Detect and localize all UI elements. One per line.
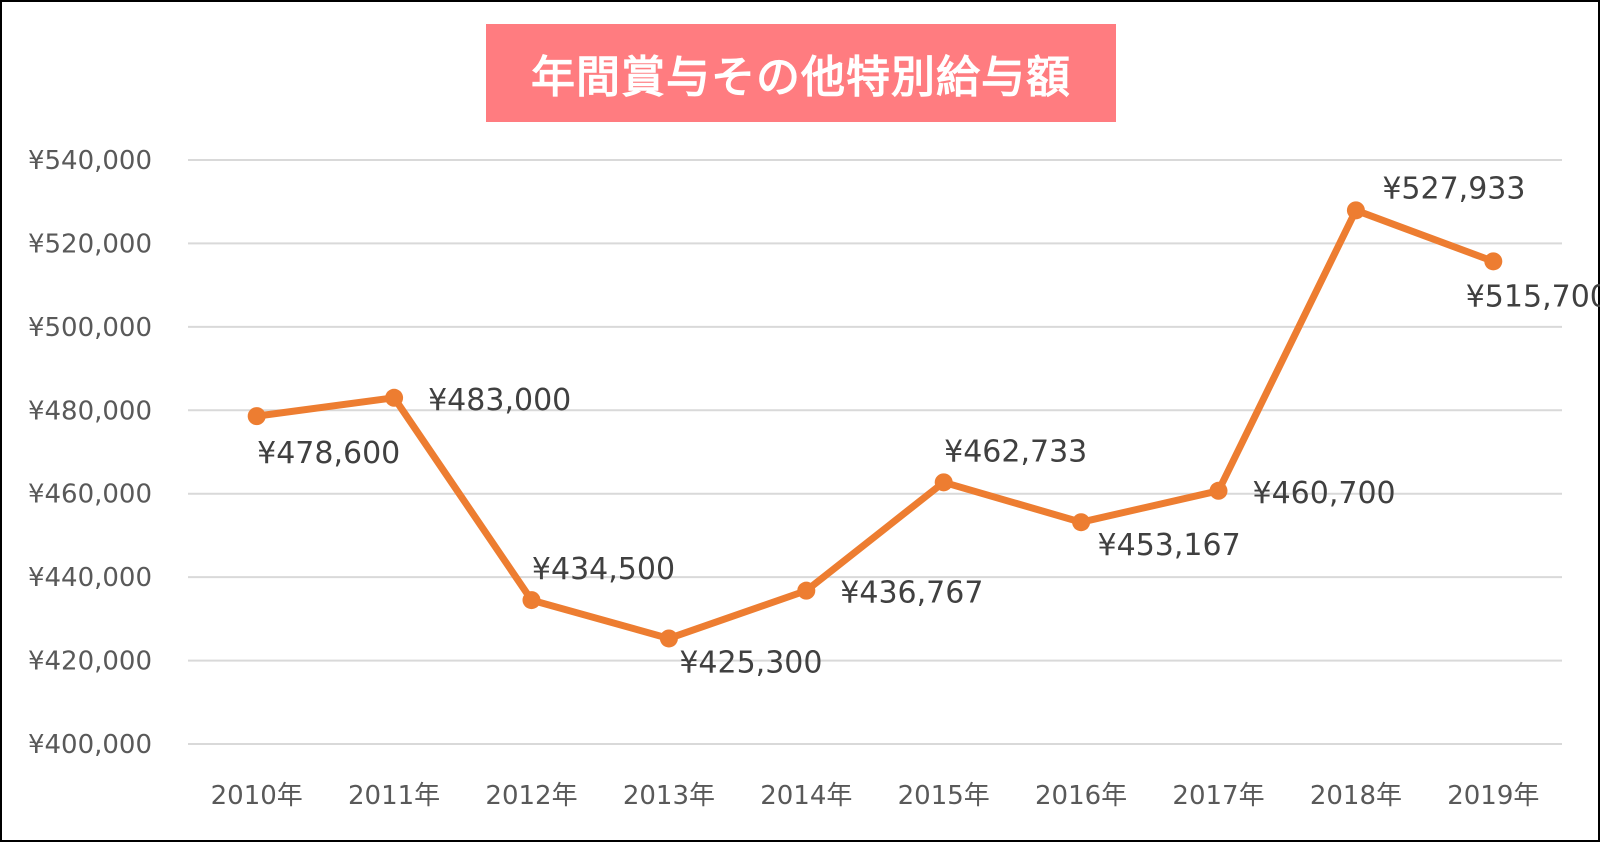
x-tick-label: 2013年 — [623, 781, 715, 811]
y-axis-ticks: ¥400,000 ¥420,000 ¥440,000 ¥460,000 ¥480,000… — [28, 146, 152, 760]
y-tick-label: ¥480,000 — [28, 396, 152, 426]
data-labels: ¥478,600 ¥483,000 ¥434,500 ¥425,300 ¥436,767… — [257, 171, 1600, 680]
x-tick-label: 2014年 — [760, 781, 852, 811]
data-point — [385, 388, 404, 407]
data-point — [934, 473, 953, 492]
data-point — [797, 581, 816, 600]
data-point — [1346, 201, 1365, 220]
data-label: ¥453,167 — [1098, 528, 1241, 563]
data-label: ¥483,000 — [428, 383, 571, 418]
y-tick-label: ¥420,000 — [28, 647, 152, 677]
series-line-path — [253, 206, 1497, 642]
x-tick-label: 2019年 — [1447, 781, 1539, 811]
x-tick-label: 2011年 — [348, 781, 440, 811]
data-point — [1484, 252, 1503, 271]
x-tick-label: 2018年 — [1310, 781, 1402, 811]
y-tick-label: ¥520,000 — [28, 229, 152, 259]
data-label: ¥515,700 — [1466, 279, 1600, 314]
data-label: ¥460,700 — [1253, 476, 1396, 511]
y-tick-label: ¥540,000 — [28, 146, 152, 176]
data-label: ¥478,600 — [257, 436, 400, 471]
y-tick-label: ¥440,000 — [28, 563, 152, 593]
data-label: ¥436,767 — [840, 576, 983, 611]
data-label: ¥425,300 — [679, 645, 822, 680]
x-axis-ticks: 2010年 2011年 2012年 2013年 2014年 2015年 2016年 2017年… — [211, 781, 1540, 811]
data-point — [522, 591, 541, 610]
grid-lines — [188, 159, 1562, 745]
data-point — [659, 629, 678, 648]
y-tick-label: ¥460,000 — [28, 480, 152, 510]
data-point — [1072, 513, 1091, 532]
chart-title: 年間賞与その他特別給与額 — [486, 24, 1116, 122]
series-points — [247, 201, 1503, 648]
x-tick-label: 2015年 — [898, 781, 990, 811]
x-tick-label: 2010年 — [211, 781, 303, 811]
y-tick-label: ¥500,000 — [28, 313, 152, 343]
data-point — [247, 407, 266, 426]
x-tick-label: 2017年 — [1172, 781, 1264, 811]
data-label: ¥462,733 — [944, 434, 1087, 469]
x-tick-label: 2012年 — [485, 781, 577, 811]
data-point — [1209, 481, 1228, 500]
x-tick-label: 2016年 — [1035, 781, 1127, 811]
data-label: ¥434,500 — [532, 552, 675, 587]
data-label: ¥527,933 — [1382, 171, 1525, 206]
y-tick-label: ¥400,000 — [28, 730, 152, 760]
series-line — [253, 206, 1497, 642]
